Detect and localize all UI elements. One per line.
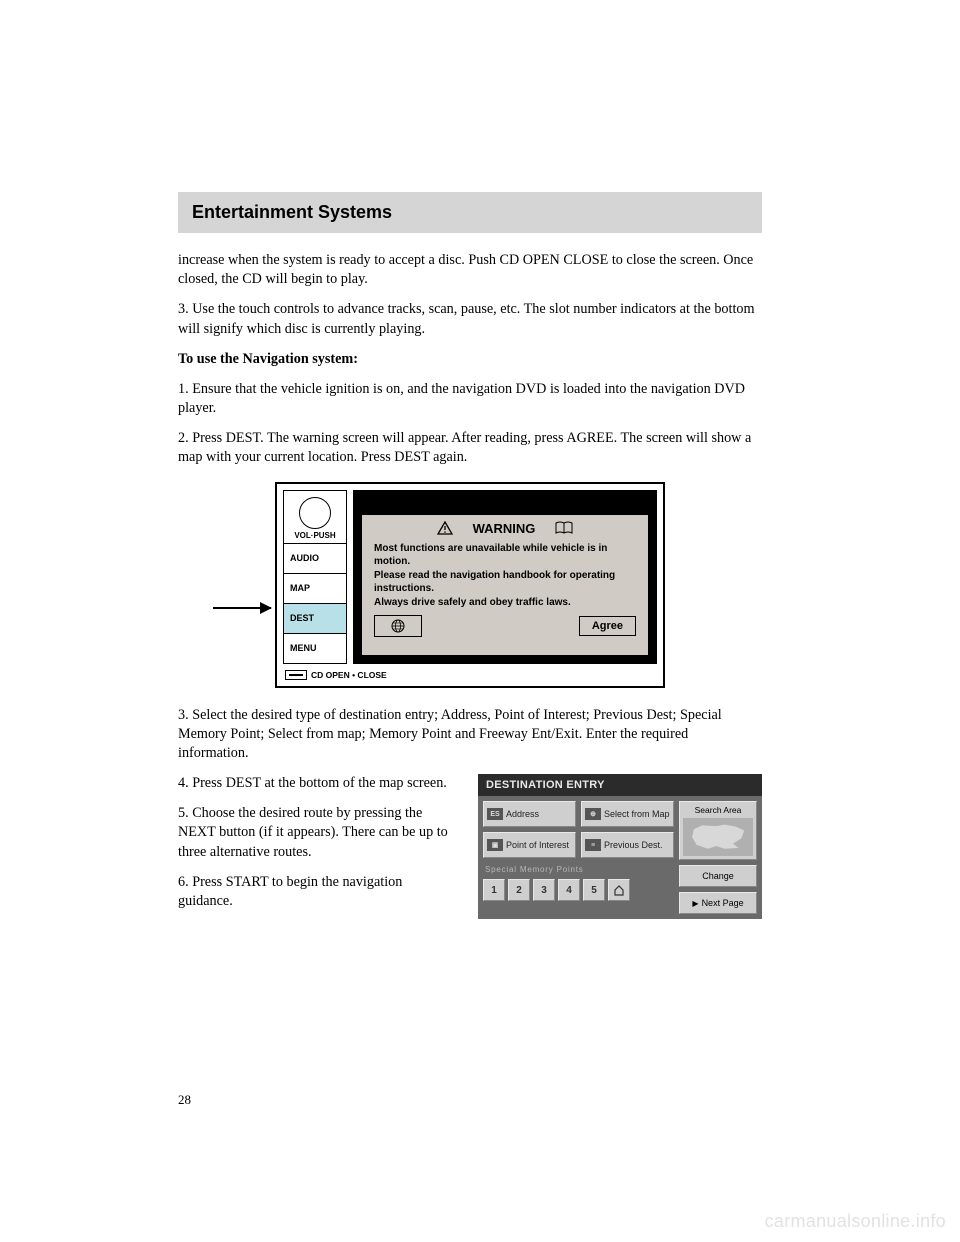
select-from-map-label: Select from Map bbox=[604, 809, 670, 819]
prev-dest-icon: ≡ bbox=[585, 839, 601, 851]
special-memory-row: 1 2 3 4 5 bbox=[483, 879, 674, 901]
figure-nav-warning: VOL·PUSH AUDIO MAP DEST MENU WARNING bbox=[275, 482, 665, 688]
smp-1-button[interactable]: 1 bbox=[483, 879, 505, 901]
globe-icon bbox=[391, 619, 405, 633]
paragraph: 3. Use the touch controls to advance tra… bbox=[178, 300, 762, 338]
watermark: carmanualsonline.info bbox=[765, 1211, 946, 1232]
address-label: Address bbox=[506, 809, 539, 819]
paragraph: 6. Press START to begin the navigation g… bbox=[178, 873, 460, 911]
map-button[interactable]: MAP bbox=[283, 574, 347, 604]
poi-label: Point of Interest bbox=[506, 840, 569, 850]
device-frame: VOL·PUSH AUDIO MAP DEST MENU WARNING bbox=[275, 482, 665, 688]
special-memory-label: Special Memory Points bbox=[483, 863, 674, 874]
previous-dest-label: Previous Dest. bbox=[604, 840, 663, 850]
page-number: 28 bbox=[178, 1092, 191, 1108]
smp-2-button[interactable]: 2 bbox=[508, 879, 530, 901]
device-screen: WARNING Most functions are unavailable w… bbox=[353, 490, 657, 664]
cd-label: CD OPEN • CLOSE bbox=[311, 670, 387, 680]
next-page-button[interactable]: ▶ Next Page bbox=[679, 892, 757, 914]
dest-entry-title: DESTINATION ENTRY bbox=[478, 774, 762, 796]
previous-dest-button[interactable]: ≡ Previous Dest. bbox=[581, 832, 674, 858]
next-page-label: Next Page bbox=[702, 898, 744, 908]
search-area-box: Search Area bbox=[679, 801, 757, 860]
agree-button[interactable]: Agree bbox=[579, 616, 636, 636]
smp-3-button[interactable]: 3 bbox=[533, 879, 555, 901]
poi-icon: ▣ bbox=[487, 839, 503, 851]
cd-slot-icon bbox=[285, 670, 307, 680]
knob-icon bbox=[299, 497, 331, 529]
paragraph: 3. Select the desired type of destinatio… bbox=[178, 706, 762, 764]
select-from-map-button[interactable]: ⊕ Select from Map bbox=[581, 801, 674, 827]
poi-button[interactable]: ▣ Point of Interest bbox=[483, 832, 576, 858]
paragraph: increase when the system is ready to acc… bbox=[178, 251, 762, 289]
volume-knob[interactable]: VOL·PUSH bbox=[283, 490, 347, 544]
smp-5-button[interactable]: 5 bbox=[583, 879, 605, 901]
device-left-panel: VOL·PUSH AUDIO MAP DEST MENU bbox=[283, 490, 347, 664]
address-icon: ES bbox=[487, 808, 503, 820]
play-arrow-icon: ▶ bbox=[692, 899, 698, 908]
home-icon bbox=[613, 884, 625, 896]
warning-title: WARNING bbox=[473, 521, 536, 536]
smp-4-button[interactable]: 4 bbox=[558, 879, 580, 901]
subheading: To use the Navigation system: bbox=[178, 350, 762, 369]
volume-label: VOL·PUSH bbox=[294, 531, 335, 540]
search-area-label: Search Area bbox=[683, 805, 753, 815]
paragraph: 2. Press DEST. The warning screen will a… bbox=[178, 429, 762, 467]
paragraph: 5. Choose the desired route by pressing … bbox=[178, 804, 460, 862]
warning-body: Most functions are unavailable while veh… bbox=[370, 540, 640, 616]
paragraph: 4. Press DEST at the bottom of the map s… bbox=[178, 774, 460, 793]
audio-button[interactable]: AUDIO bbox=[283, 544, 347, 574]
cd-open-close[interactable]: CD OPEN • CLOSE bbox=[283, 670, 657, 680]
map-select-icon: ⊕ bbox=[585, 808, 601, 820]
section-title: Entertainment Systems bbox=[192, 202, 748, 223]
change-button[interactable]: Change bbox=[679, 865, 757, 887]
dest-button[interactable]: DEST bbox=[283, 604, 347, 634]
usa-map-icon bbox=[683, 818, 753, 856]
language-button[interactable] bbox=[374, 615, 422, 637]
manual-book-icon bbox=[555, 521, 573, 535]
menu-button[interactable]: MENU bbox=[283, 634, 347, 664]
paragraph: 1. Ensure that the vehicle ignition is o… bbox=[178, 380, 762, 418]
pointer-arrow-icon bbox=[213, 607, 271, 609]
section-header: Entertainment Systems bbox=[178, 192, 762, 233]
figure-destination-entry: DESTINATION ENTRY ES Address ⊕ Select fr… bbox=[478, 774, 762, 922]
warning-triangle-icon bbox=[437, 521, 453, 535]
smp-home-button[interactable] bbox=[608, 879, 630, 901]
address-button[interactable]: ES Address bbox=[483, 801, 576, 827]
